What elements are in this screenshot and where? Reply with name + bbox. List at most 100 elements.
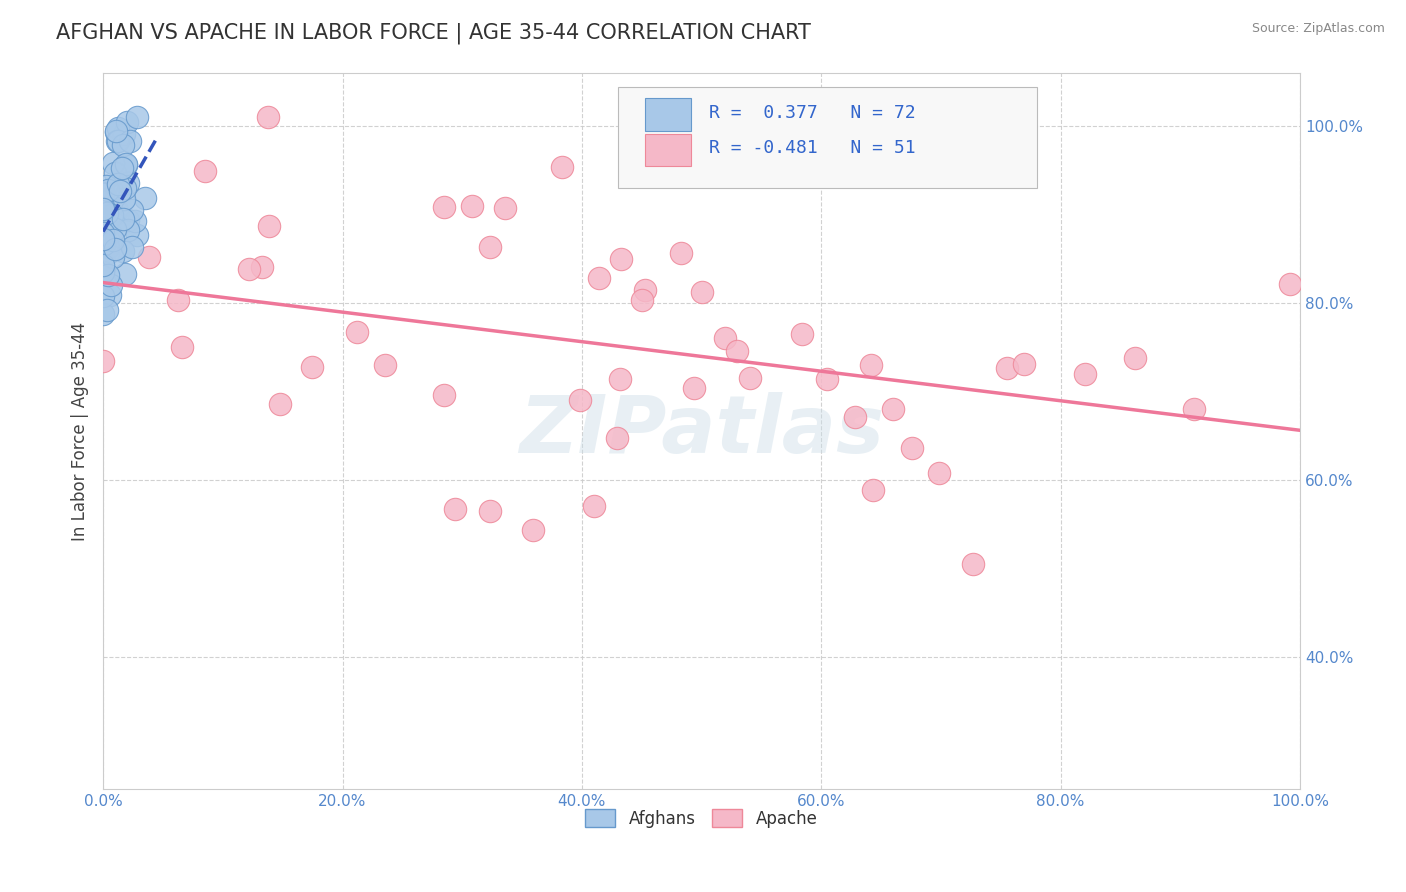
Text: R =  0.377   N = 72: R = 0.377 N = 72 (709, 104, 915, 122)
Point (91, 232, 114, 246)
Point (860, 358, 883, 372)
Point (97, 240, 120, 254)
Point (815, 371, 838, 385)
Point (194, 163, 217, 178)
Point (96, 302, 118, 317)
Point (443, 502, 465, 516)
Point (107, 135, 129, 149)
Point (479, 239, 502, 253)
Point (1012, 357, 1035, 371)
Text: R = -0.481   N = 51: R = -0.481 N = 51 (709, 139, 915, 157)
Point (257, 219, 280, 234)
Point (100, 288, 122, 302)
Point (494, 201, 516, 215)
Point (683, 381, 706, 395)
Point (91, 307, 114, 321)
Point (928, 467, 950, 481)
Point (127, 227, 149, 242)
Point (844, 410, 866, 425)
Point (105, 125, 128, 139)
Point (104, 166, 127, 180)
Point (101, 156, 124, 170)
Point (1074, 367, 1097, 381)
Point (1279, 277, 1302, 291)
Point (582, 499, 605, 513)
Point (107, 180, 129, 194)
Point (166, 293, 188, 307)
Point (94, 179, 117, 194)
Point (882, 402, 904, 417)
Point (117, 223, 139, 237)
Point (91, 258, 114, 272)
Point (117, 213, 139, 227)
FancyBboxPatch shape (617, 87, 1036, 187)
Point (792, 326, 814, 341)
Point (725, 343, 748, 358)
Point (101, 250, 124, 264)
Point (432, 388, 454, 402)
Point (107, 206, 129, 220)
Point (134, 191, 156, 205)
Point (91, 215, 114, 229)
Point (91, 225, 114, 239)
Point (238, 262, 260, 277)
Point (862, 483, 884, 497)
Point (91, 209, 114, 223)
Point (433, 200, 456, 214)
Point (97, 245, 120, 260)
Point (105, 123, 128, 137)
Point (111, 161, 134, 175)
Point (91, 193, 114, 207)
Point (610, 252, 633, 266)
Point (111, 211, 134, 226)
Point (104, 221, 127, 235)
Point (551, 160, 574, 174)
Point (606, 431, 628, 445)
Point (115, 159, 138, 173)
Point (170, 340, 193, 354)
Point (522, 523, 544, 537)
Point (91, 202, 114, 216)
Point (714, 331, 737, 345)
Text: Source: ZipAtlas.com: Source: ZipAtlas.com (1251, 22, 1385, 36)
Point (111, 138, 134, 153)
Point (634, 283, 657, 297)
Point (461, 199, 484, 213)
Point (93, 237, 115, 252)
Point (609, 371, 631, 385)
Text: ZIPatlas: ZIPatlas (519, 392, 884, 470)
Point (91, 206, 114, 220)
Point (250, 260, 273, 274)
Point (91, 226, 114, 240)
Point (588, 271, 610, 285)
Point (738, 371, 761, 385)
Point (110, 184, 132, 198)
Point (91, 221, 114, 235)
Point (107, 121, 129, 136)
Point (100, 277, 122, 292)
Point (91, 187, 114, 202)
Point (114, 267, 136, 281)
Point (96, 206, 118, 220)
Point (125, 110, 148, 124)
Point (121, 240, 143, 254)
Point (117, 177, 139, 191)
Point (124, 213, 146, 227)
Point (995, 360, 1018, 375)
Point (115, 156, 138, 170)
Point (101, 233, 124, 247)
Point (96, 237, 118, 252)
Point (107, 134, 129, 148)
Point (1123, 351, 1146, 366)
Point (101, 183, 124, 197)
Point (100, 208, 122, 222)
Point (257, 110, 280, 124)
Point (91, 218, 114, 232)
Point (91, 289, 114, 303)
Point (114, 181, 136, 195)
Point (97, 213, 120, 227)
Point (121, 203, 143, 218)
Point (107, 177, 129, 191)
Point (104, 243, 127, 257)
Point (569, 392, 592, 407)
